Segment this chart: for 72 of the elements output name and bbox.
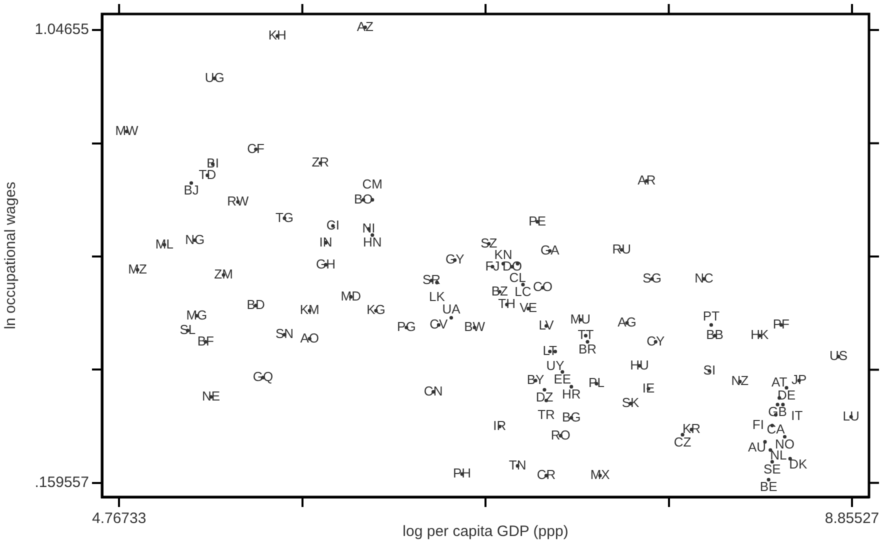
data-label: SK	[622, 395, 640, 410]
data-label: CY	[646, 333, 666, 348]
data-label: CL	[509, 270, 526, 286]
data-label: VE	[520, 300, 538, 316]
data-label: PL	[588, 375, 604, 390]
data-label: AZ	[356, 18, 374, 34]
data-label: DK	[789, 456, 808, 472]
data-label: BF	[197, 333, 214, 348]
data-label: KM	[300, 302, 320, 318]
data-label: BG	[562, 409, 581, 424]
y-tick-label: 1.04655	[34, 21, 89, 38]
data-label: IT	[791, 408, 803, 424]
data-label: AT	[772, 374, 788, 390]
data-label: BJ	[184, 182, 199, 198]
data-label: PF	[772, 316, 790, 332]
data-label: BE	[760, 479, 778, 494]
data-label: GH	[316, 256, 336, 272]
data-label: MD	[340, 288, 361, 304]
data-label: KR	[682, 421, 701, 436]
data-label: EE	[554, 371, 572, 386]
data-label: SN	[275, 326, 294, 342]
data-label: AR	[638, 172, 656, 188]
data-label: CM	[362, 176, 382, 192]
data-label: NE	[202, 388, 220, 404]
data-label: LT	[542, 343, 558, 358]
data-label: KH	[268, 28, 286, 43]
data-label: BR	[578, 341, 597, 356]
data-label: RO	[550, 427, 570, 442]
data-label: TT	[578, 327, 594, 342]
x-axis-title: log per capita GDP (ppp)	[402, 523, 568, 540]
y-axis-title: ln occupational wages	[2, 182, 20, 330]
data-label: MG	[186, 307, 208, 322]
data-label: UY	[546, 358, 565, 374]
x-tick-label: 8.85527	[824, 510, 880, 528]
data-label: RU	[612, 241, 631, 256]
data-label: MZ	[128, 261, 147, 276]
data-label: BY	[526, 372, 545, 388]
data-label: CV	[430, 316, 448, 332]
data-label: CN	[424, 383, 443, 398]
data-label: HK	[750, 327, 769, 342]
data-label: LC	[514, 284, 532, 300]
data-label: FI	[752, 417, 764, 432]
data-label: GA	[540, 242, 560, 258]
data-label: HN	[362, 234, 382, 250]
x-tick-label: 4.76733	[92, 510, 146, 528]
data-label: BD	[246, 297, 265, 312]
data-label: RW	[227, 193, 250, 208]
data-label: US	[829, 348, 848, 364]
data-label: HU	[630, 357, 649, 372]
data-label: PT	[702, 308, 720, 324]
y-tick-label: .159557	[34, 474, 89, 492]
data-label: CZ	[674, 434, 692, 450]
data-label: CI	[326, 217, 340, 232]
data-label: BZ	[491, 283, 508, 298]
data-label: AU	[748, 439, 766, 454]
data-label: NG	[185, 232, 205, 247]
data-label: MW	[115, 123, 140, 138]
data-label: BW	[464, 319, 486, 334]
data-label: PH	[452, 466, 472, 481]
data-label: PE	[528, 213, 546, 228]
data-label: MU	[570, 311, 590, 326]
data-label: IN	[319, 234, 332, 250]
data-label: BB	[706, 327, 724, 342]
data-label: CF	[247, 140, 265, 156]
data-label: LV	[538, 318, 554, 333]
data-label: GQ	[252, 369, 274, 384]
data-label: HR	[562, 386, 581, 402]
data-label: TD	[198, 166, 216, 182]
data-label: CR	[536, 467, 556, 482]
data-label: SE	[764, 461, 782, 476]
data-label: CO	[532, 279, 552, 294]
data-label: TR	[538, 407, 555, 422]
